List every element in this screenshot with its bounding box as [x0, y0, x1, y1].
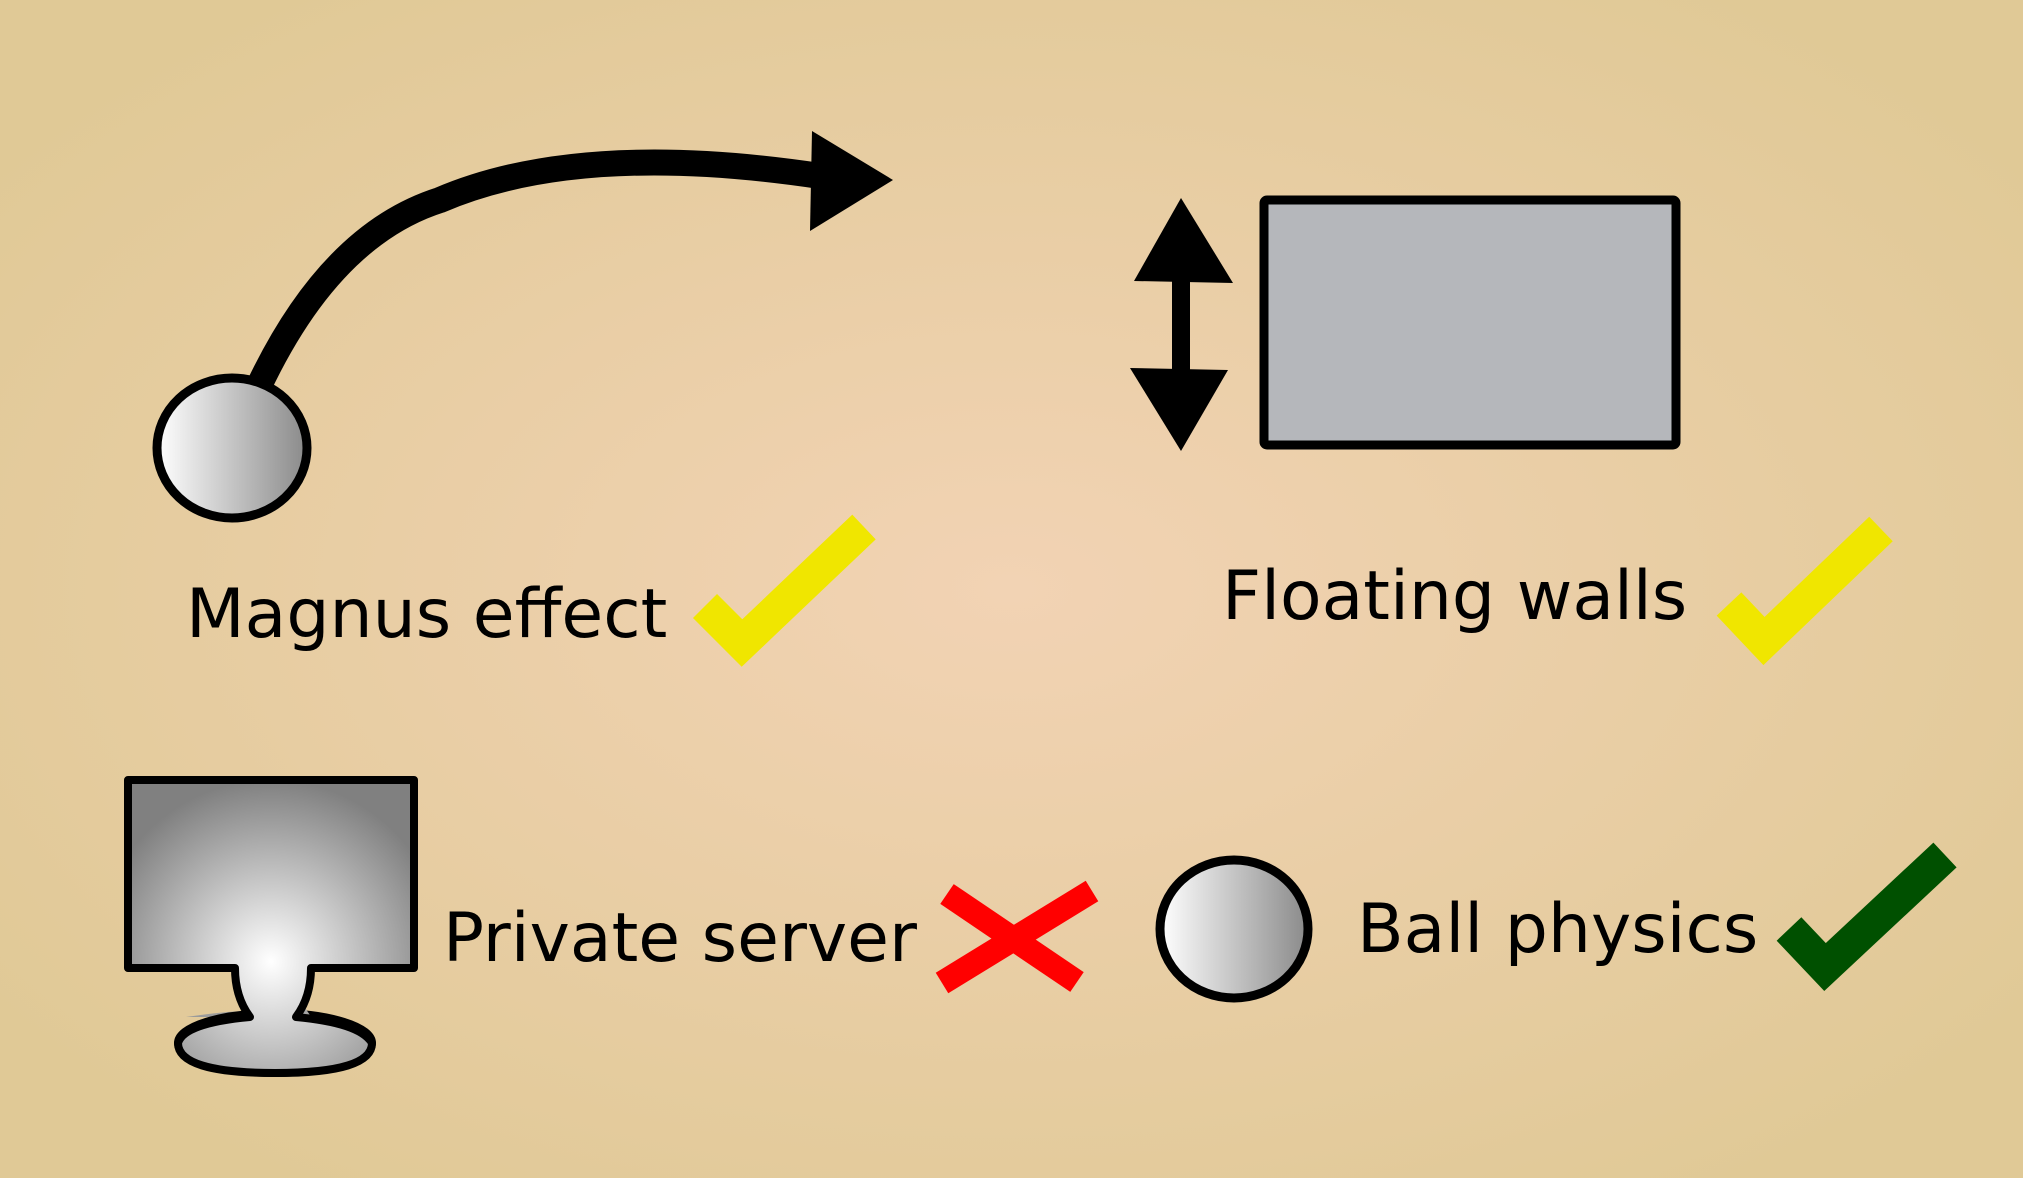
- curve-arrow-icon: [246, 149, 822, 394]
- ball-physics-icon: [1155, 855, 1313, 1003]
- arrow-head-icon: [810, 131, 893, 231]
- monitor-icon: [124, 776, 418, 1077]
- wall-icon: [1259, 195, 1681, 450]
- arrow-up-icon: [1134, 198, 1233, 283]
- ball-check-icon: [1776, 842, 1957, 991]
- floating-walls-graphic: [1130, 195, 1681, 451]
- server-cross-icon: [935, 880, 1099, 994]
- walls-check-icon: [1716, 516, 1893, 666]
- arrow-down-icon: [1130, 368, 1228, 451]
- private-server-label: Private server: [443, 899, 917, 978]
- magnus-effect-label: Magnus effect: [186, 575, 668, 654]
- floating-walls-label: Floating walls: [1222, 557, 1688, 636]
- magnus-effect-graphic: [152, 131, 893, 523]
- ball-physics-label: Ball physics: [1357, 890, 1759, 969]
- magnus-check-icon: [692, 514, 876, 667]
- ball-icon: [152, 373, 312, 523]
